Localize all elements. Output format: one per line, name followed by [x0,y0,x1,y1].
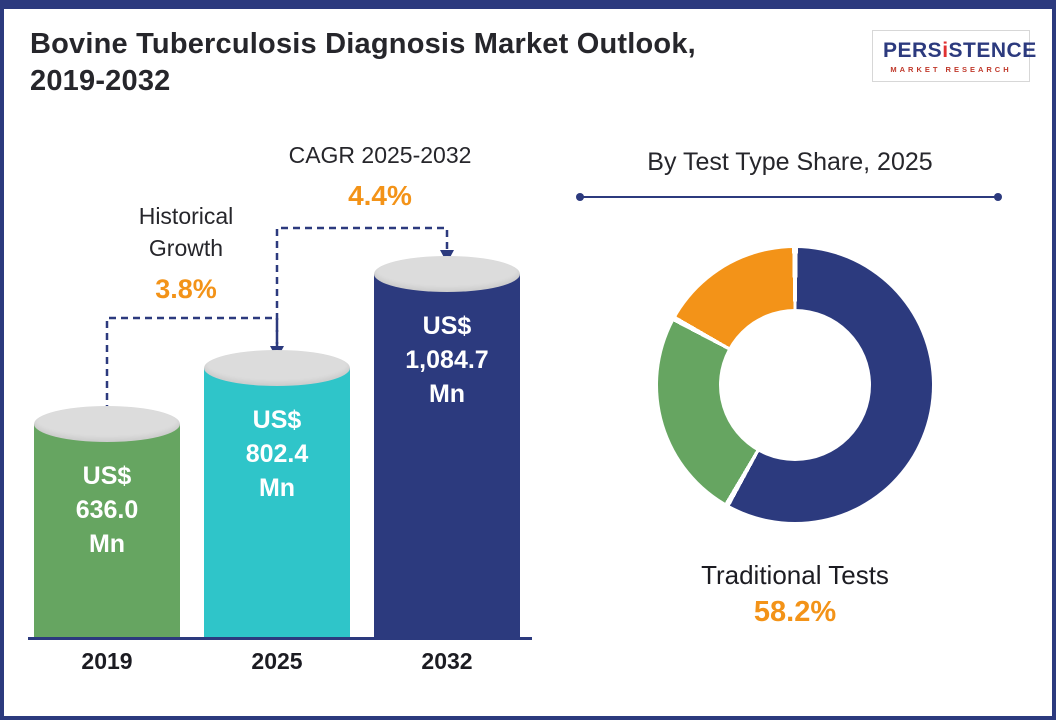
historical-growth-label: Historical Growth [138,203,234,262]
donut-title-underline [576,193,1002,201]
cagr-value: 4.4% [348,180,412,211]
bar-2032-top-ellipse [374,256,520,292]
donut-callout-value: 58.2% [753,596,837,628]
bar-2032-body: US$ 1,084.7 Mn [374,256,520,637]
brand-logo: PERSiSTENCE MARKET RESEARCH [872,30,1036,82]
cagr-label: CAGR 2025-2032 [288,142,472,168]
brand-logo-text-i: i [942,39,949,62]
donut-chart [658,248,932,522]
brand-logo-text-left: PERS [883,39,943,62]
x-axis-label-2025: 2025 [251,648,303,674]
brand-logo-tagline: MARKET RESEARCH [890,65,1012,74]
bar-2032: US$ 1,084.7 Mn [374,256,520,637]
x-axis-label-2019: 2019 [81,648,133,674]
donut-chart-hole [719,309,871,461]
x-axis-baseline [28,637,532,640]
page-title: Bovine Tuberculosis Diagnosis Market Out… [30,28,696,98]
brand-logo-wordmark: PERSiSTENCE [883,39,1036,63]
bar-2025-value-label: US$ 802.4 Mn [245,406,309,502]
bar-2019-value-label: US$ 636.0 Mn [75,462,139,558]
historical-growth-value: 3.8% [155,274,217,304]
bar-2019-body: US$ 636.0 Mn [34,406,180,637]
bar-2019: US$ 636.0 Mn [34,406,180,637]
donut-chart-title: By Test Type Share, 2025 [647,148,933,176]
brand-logo-text-right: STENCE [948,39,1037,62]
top-border-strip [0,0,1056,9]
donut-callout-label: Traditional Tests [701,560,889,590]
bar-2025: US$ 802.4 Mn [204,350,350,637]
bar-2032-value-label: US$ 1,084.7 Mn [405,312,489,408]
x-axis-label-2032: 2032 [421,648,473,674]
bar-2025-top-ellipse [204,350,350,386]
bar-2025-body: US$ 802.4 Mn [204,350,350,637]
bar-2019-top-ellipse [34,406,180,442]
